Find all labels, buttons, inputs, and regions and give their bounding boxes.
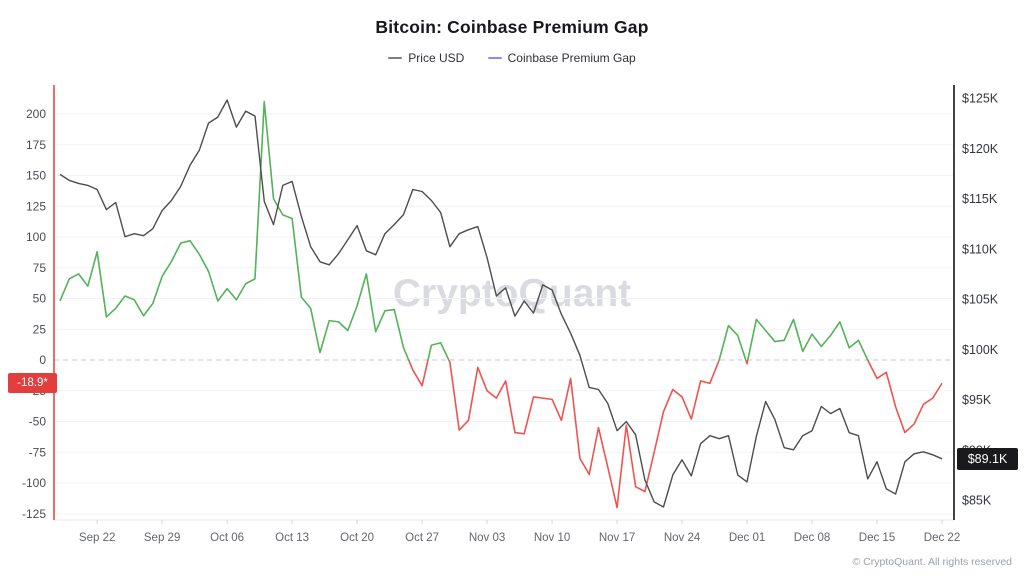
left-axis-tick-label: 25: [33, 322, 47, 336]
left-axis-tick-label: 100: [26, 230, 46, 244]
x-tick-label: Nov 10: [534, 532, 570, 544]
chart-title: Bitcoin: Coinbase Premium Gap: [375, 17, 649, 37]
x-tick-label: Oct 13: [275, 532, 309, 544]
left-axis-tick-label: -125: [22, 507, 46, 521]
x-tick-label: Dec 22: [924, 532, 960, 544]
x-tick-label: Dec 15: [859, 532, 895, 544]
price-current-value-badge: $89.1K: [957, 447, 1018, 470]
left-axis-tick-label: -100: [22, 476, 46, 490]
left-axis-tick-label: 50: [33, 292, 47, 306]
left-axis-tick-label: 200: [26, 107, 46, 121]
x-tick-label: Nov 03: [469, 532, 505, 544]
x-tick-label: Oct 06: [210, 532, 244, 544]
x-tick-label: Oct 20: [340, 532, 374, 544]
premium-gap-swatch: [487, 56, 502, 59]
x-tick-label: Sep 29: [144, 532, 180, 544]
legend-item-premium-gap[interactable]: Coinbase Premium Gap: [487, 51, 636, 65]
right-axis-tick-label: $110K: [962, 242, 998, 256]
left-axis-tick-label: 175: [26, 138, 46, 152]
left-axis-tick-label: -75: [29, 445, 47, 459]
price-usd-line: [59, 99, 943, 508]
right-axis-tick-label: $125K: [962, 92, 999, 106]
right-axis-tick-label: $100K: [962, 343, 999, 357]
x-tick-label: Dec 01: [729, 532, 765, 544]
x-tick-label: Sep 22: [79, 532, 115, 544]
copyright-notice: © CryptoQuant. All rights reserved: [852, 556, 1012, 568]
legend-label-premium-gap: Coinbase Premium Gap: [507, 51, 636, 65]
legend-label-price-usd: Price USD: [408, 51, 465, 65]
x-tick-label: Nov 17: [599, 532, 635, 544]
left-axis-tick-label: 125: [26, 199, 46, 213]
x-tick-label: Nov 24: [664, 532, 701, 544]
right-axis-tick-label: $85K: [962, 494, 992, 508]
premium-gap-line-negative: [407, 359, 943, 509]
x-tick-label: Oct 27: [405, 532, 439, 544]
left-axis-tick-label: -50: [29, 415, 47, 429]
premium-gap-current-value-badge: -18.9*: [8, 373, 57, 394]
legend: Price USD Coinbase Premium Gap: [0, 51, 1024, 65]
left-axis-tick-label: 75: [33, 261, 47, 275]
right-axis-tick-label: $115K: [962, 192, 998, 206]
legend-item-price-usd[interactable]: Price USD: [388, 51, 464, 65]
right-axis-tick-label: $120K: [962, 142, 999, 156]
right-axis-tick-label: $105K: [962, 293, 999, 307]
left-axis-tick-label: 0: [39, 353, 46, 367]
left-axis-tick-label: 150: [26, 169, 46, 183]
right-axis-tick-label: $95K: [962, 393, 992, 407]
x-tick-label: Dec 08: [794, 532, 830, 544]
price-usd-swatch: [388, 56, 403, 59]
premium-gap-line-positive: [59, 100, 869, 361]
